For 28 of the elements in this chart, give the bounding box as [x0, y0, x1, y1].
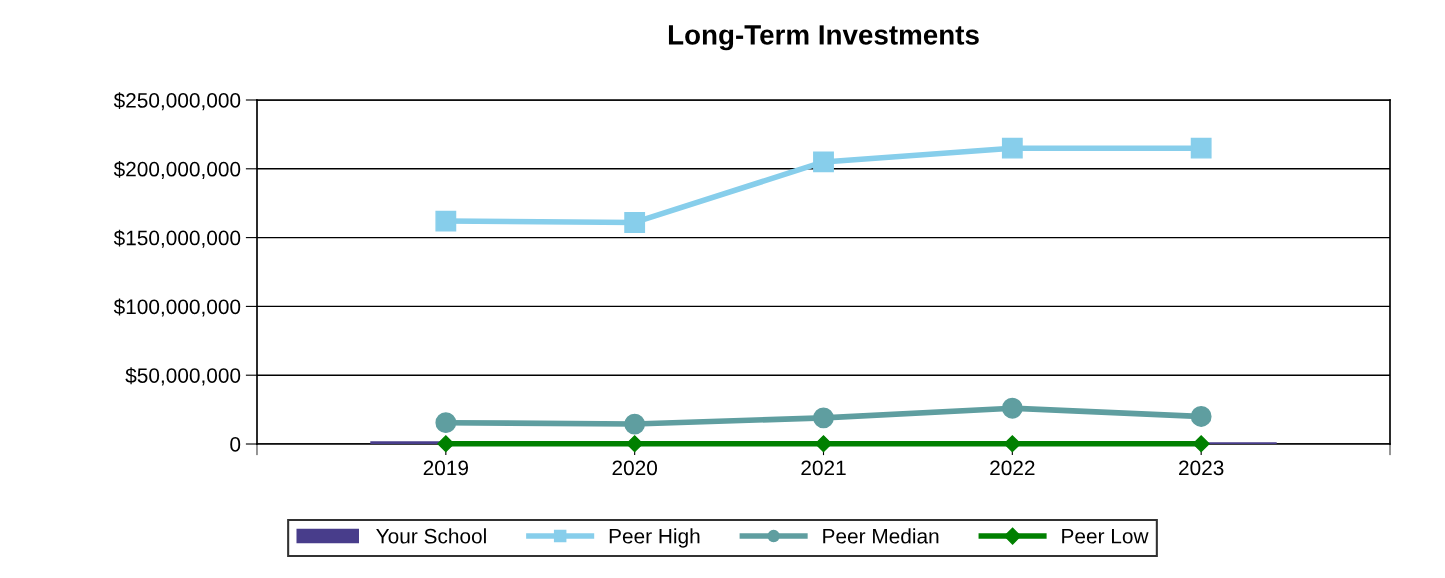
- point: [1001, 397, 1023, 419]
- legend-label: Your School: [376, 528, 486, 544]
- point: [813, 151, 834, 173]
- y-tick-label: $200,000,000: [113, 160, 241, 180]
- point: [624, 413, 646, 435]
- y-tick-label: $250,000,000: [113, 92, 241, 111]
- legend-label: Peer Low: [1062, 529, 1149, 544]
- point: [435, 412, 457, 434]
- x-tick-label: 2020: [612, 460, 658, 476]
- y-tick-label: 0: [230, 437, 241, 452]
- point: [435, 210, 457, 232]
- y-tick-label: $50,000,000: [125, 367, 241, 386]
- y-tick-label: $150,000,000: [113, 229, 241, 248]
- point: [1192, 435, 1210, 453]
- x-tick-label: 2023: [1179, 460, 1224, 476]
- chart-title: Long-Term Investments: [668, 25, 979, 51]
- point: [1190, 406, 1212, 427]
- point: [1190, 137, 1212, 159]
- x-tick-label: 2022: [990, 460, 1035, 476]
- point: [624, 212, 646, 233]
- x-tick-label: 2019: [423, 460, 469, 476]
- legend-label: Peer High: [609, 528, 700, 548]
- point: [813, 407, 834, 429]
- y-tick-label: $100,000,000: [113, 298, 241, 317]
- legend-label: Peer Median: [823, 528, 939, 544]
- point: [1001, 137, 1023, 159]
- point: [437, 435, 455, 453]
- x-tick-label: 2021: [801, 460, 846, 476]
